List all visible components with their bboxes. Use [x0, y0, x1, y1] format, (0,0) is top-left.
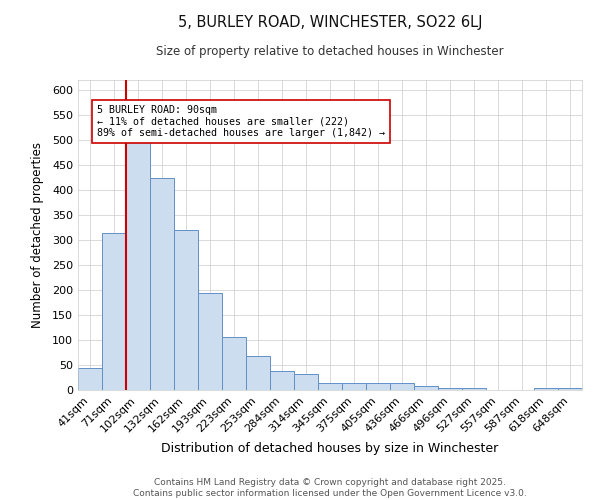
- Bar: [126, 140, 150, 390]
- Bar: [270, 371, 294, 390]
- Bar: [438, 388, 462, 390]
- X-axis label: Distribution of detached houses by size in Winchester: Distribution of detached houses by size …: [161, 442, 499, 455]
- Bar: [558, 388, 582, 390]
- Y-axis label: Number of detached properties: Number of detached properties: [31, 142, 44, 328]
- Bar: [342, 383, 366, 390]
- Bar: [390, 383, 414, 390]
- Text: 5, BURLEY ROAD, WINCHESTER, SO22 6LJ: 5, BURLEY ROAD, WINCHESTER, SO22 6LJ: [178, 15, 482, 30]
- Text: Size of property relative to detached houses in Winchester: Size of property relative to detached ho…: [156, 45, 504, 58]
- Bar: [294, 374, 318, 390]
- Bar: [78, 368, 102, 390]
- Bar: [246, 356, 270, 390]
- Bar: [318, 383, 342, 390]
- Bar: [222, 336, 246, 390]
- Text: Contains HM Land Registry data © Crown copyright and database right 2025.
Contai: Contains HM Land Registry data © Crown c…: [133, 478, 527, 498]
- Bar: [414, 386, 438, 390]
- Bar: [102, 232, 126, 390]
- Bar: [150, 178, 174, 390]
- Bar: [534, 388, 558, 390]
- Bar: [198, 292, 222, 390]
- Bar: [174, 230, 198, 390]
- Text: 5 BURLEY ROAD: 90sqm
← 11% of detached houses are smaller (222)
89% of semi-deta: 5 BURLEY ROAD: 90sqm ← 11% of detached h…: [97, 105, 385, 138]
- Bar: [462, 388, 486, 390]
- Bar: [366, 383, 390, 390]
